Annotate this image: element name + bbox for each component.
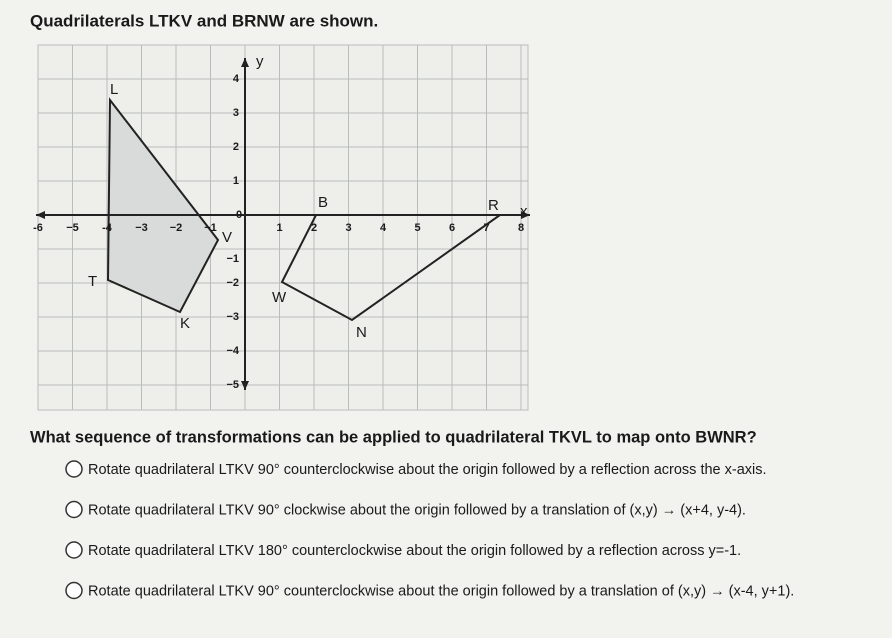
x-axis-label: x — [520, 203, 528, 220]
point-label: N — [356, 324, 367, 341]
y-tick-label: −3 — [226, 311, 239, 323]
x-tick-label: −2 — [170, 222, 183, 234]
x-arrow — [521, 211, 530, 219]
y-arrow — [241, 381, 249, 390]
y-tick-label: 1 — [233, 175, 239, 187]
y-axis-label: y — [256, 53, 264, 70]
option-text[interactable]: Rotate quadrilateral LTKV 90° counterclo… — [88, 583, 794, 599]
x-tick-label: 5 — [414, 222, 420, 234]
x-tick-label: −5 — [66, 222, 79, 234]
radio-button[interactable] — [65, 500, 83, 519]
y-tick-label: −1 — [226, 253, 239, 265]
quadrilateral-ltkv — [106, 97, 220, 314]
point-label: W — [272, 289, 287, 306]
point-label: L — [110, 81, 118, 98]
y-tick-label: −5 — [226, 379, 239, 391]
x-tick-label: −3 — [135, 222, 148, 234]
x-tick-label: -6 — [33, 222, 43, 234]
x-tick-label: 6 — [449, 222, 455, 234]
x-tick-label: 0 — [236, 209, 242, 221]
y-tick-label: −2 — [226, 277, 239, 289]
x-tick-label: -4 — [102, 222, 113, 234]
y-arrow — [241, 58, 249, 67]
point-label: V — [222, 229, 232, 246]
x-tick-label: 7 — [483, 222, 489, 234]
point-label: K — [180, 315, 190, 332]
x-tick-label: 4 — [380, 222, 387, 234]
options: Rotate quadrilateral LTKV 90° counterclo… — [65, 460, 794, 600]
option-text[interactable]: Rotate quadrilateral LTKV 180° countercl… — [88, 543, 741, 559]
radio-button[interactable] — [65, 460, 83, 478]
x-tick-label: −1 — [204, 222, 217, 234]
x-tick-label: 1 — [276, 222, 282, 234]
x-arrow — [36, 211, 45, 219]
point-label: R — [488, 197, 499, 214]
question: What sequence of transformations can be … — [30, 428, 757, 446]
x-tick-label: 8 — [518, 222, 524, 234]
radio-button[interactable] — [65, 541, 83, 559]
point-label: B — [318, 194, 328, 211]
radio-button[interactable] — [65, 581, 83, 600]
option-text[interactable]: Rotate quadrilateral LTKV 90° counterclo… — [88, 462, 767, 478]
x-tick-label: 2 — [311, 222, 317, 234]
y-tick-label: 2 — [233, 141, 239, 153]
point-label: T — [88, 273, 97, 290]
y-tick-label: −4 — [226, 345, 239, 357]
x-tick-label: 3 — [345, 222, 351, 234]
y-tick-label: 3 — [233, 107, 239, 119]
y-tick-label: 4 — [233, 73, 240, 85]
title: Quadrilaterals LTKV and BRNW are shown. — [30, 11, 378, 30]
option-text[interactable]: Rotate quadrilateral LTKV 90° clockwise … — [88, 502, 746, 518]
